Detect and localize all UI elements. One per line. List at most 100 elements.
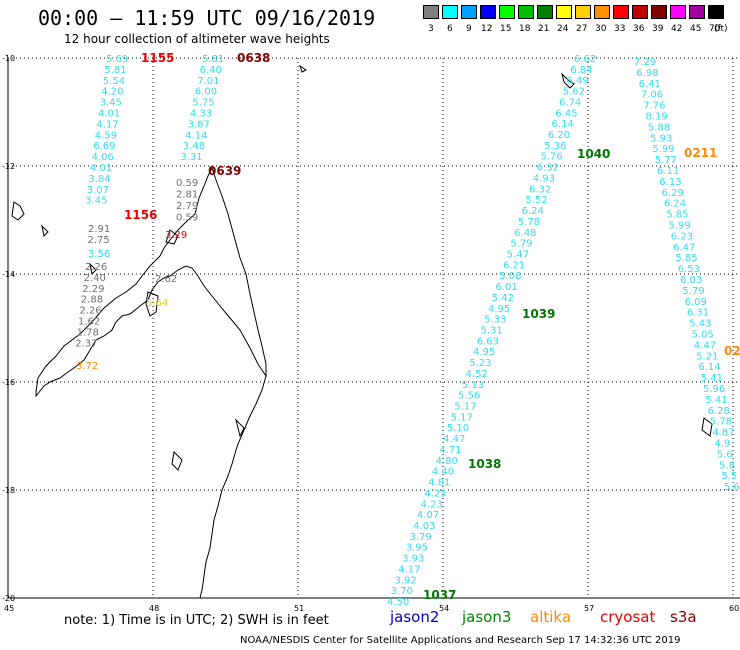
wave-height-value: 4.25 xyxy=(424,488,446,499)
wave-height-value: 5.6 xyxy=(717,449,733,460)
wave-height-value: 5.81 xyxy=(202,54,224,65)
wave-height-value: 5.93 xyxy=(650,133,672,144)
legend-label: 3 xyxy=(428,24,434,34)
wave-height-value: 4.47 xyxy=(443,434,465,445)
pass-time-label: 0211 xyxy=(684,146,717,160)
credit-line: NOAA/NESDIS Center for Satellite Applica… xyxy=(240,635,681,646)
wave-height-value: 5.99 xyxy=(669,221,691,232)
wave-height-value: 6.24 xyxy=(522,206,544,217)
legend-label: 6 xyxy=(447,24,453,34)
wave-height-value: 2.79 xyxy=(176,201,198,212)
wave-height-value: 5.76 xyxy=(540,152,562,163)
legend-label: 36 xyxy=(633,24,645,34)
wave-height-value: 3.31 xyxy=(180,152,202,163)
wave-height-value: 5.62 xyxy=(563,87,585,98)
wave-height-value: 5.88 xyxy=(648,122,670,133)
wave-height-value: 5.77 xyxy=(655,155,677,166)
wave-height-value: 7.76 xyxy=(643,101,665,112)
wave-height-value: 5.43 xyxy=(689,319,711,330)
legend-swatch xyxy=(594,5,610,19)
pass-time-label: 0639 xyxy=(208,164,241,178)
wave-height-value: 5.05 xyxy=(692,330,714,341)
wave-height-value: 3.92 xyxy=(394,575,416,586)
wave-height-value: 5.56 xyxy=(458,391,480,402)
wave-height-value: 2.91 xyxy=(88,224,110,235)
legend-swatch xyxy=(689,5,705,19)
wave-height-value: 6.21 xyxy=(503,260,525,271)
wave-height-value: 4.01 xyxy=(98,109,120,120)
wave-height-value: 5.79 xyxy=(510,239,532,250)
wave-height-value: 4.07 xyxy=(417,510,439,521)
wave-height-value: 5.54 xyxy=(103,76,125,87)
wave-height-tracks: 5.695.815.544.203.454.014.174.596.694.06… xyxy=(75,54,739,608)
satellite-jason3: jason3 xyxy=(462,608,512,626)
latitude-label: -12 xyxy=(2,162,15,171)
wave-height-value: 2.75 xyxy=(88,235,110,246)
legend-label: 30 xyxy=(595,24,607,34)
wave-height-value: 4.01 xyxy=(90,163,112,174)
pass-time-label: 1038 xyxy=(468,457,501,471)
longitude-label: 54 xyxy=(439,604,449,613)
wave-height-value: 4.59 xyxy=(95,130,117,141)
wave-height-value: 6.49 xyxy=(567,76,589,87)
wave-height-value: 5.36 xyxy=(544,141,566,152)
wave-height-value: 6.31 xyxy=(687,308,709,319)
wave-height-value: 5.10 xyxy=(447,423,469,434)
wave-height-value: 5.52 xyxy=(525,195,547,206)
wave-height-value: 4.95 xyxy=(488,304,510,315)
wave-height-value: 5.6 xyxy=(724,482,740,493)
wave-height-value: 4.17 xyxy=(96,119,118,130)
pass-time-label: 1156 xyxy=(124,208,157,222)
longitude-label: 48 xyxy=(149,604,159,613)
wave-height-value: 4.20 xyxy=(101,87,123,98)
wave-height-value: 5.99 xyxy=(652,144,674,155)
wave-height-value: 6.28 xyxy=(708,406,730,417)
wave-height-value: 3.70 xyxy=(391,586,413,597)
wave-height-value: 3.45 xyxy=(100,98,122,109)
pass-time-label: 02 xyxy=(724,344,740,358)
latitude-label: -10 xyxy=(2,54,15,63)
wave-height-value: 5.41 xyxy=(701,373,723,384)
wave-height-value: 4.06 xyxy=(92,152,114,163)
wave-height-value: 6.24 xyxy=(664,199,686,210)
latitude-label: -20 xyxy=(2,594,15,603)
wave-height-value: 5.69 xyxy=(106,54,128,65)
longitude-label: 51 xyxy=(294,604,304,613)
wave-height-value: 4.17 xyxy=(398,564,420,575)
pass-time-label: 1039 xyxy=(522,307,555,321)
wave-height-value: 4.52 xyxy=(466,369,488,380)
wave-height-value: 5.47 xyxy=(507,249,529,260)
wave-height-value: 5.08 xyxy=(499,271,521,282)
wave-height-value: 6.13 xyxy=(659,177,681,188)
legend-swatch xyxy=(461,5,477,19)
wave-height-value: 4.87 xyxy=(712,428,734,439)
wave-height-value: 6.69 xyxy=(93,141,115,152)
wave-height-value: 2.62 xyxy=(155,274,177,285)
satellite-altika: altika xyxy=(530,608,572,626)
wave-height-value: 3.87 xyxy=(188,119,210,130)
legend-swatch xyxy=(480,5,496,19)
pass-time-label: 0638 xyxy=(237,51,270,65)
legend-swatch xyxy=(499,5,515,19)
legend-swatch xyxy=(651,5,667,19)
longitude-label: 45 xyxy=(4,604,14,613)
wave-height-value: 5.17 xyxy=(454,402,476,413)
wave-height-value: 4.81 xyxy=(428,478,450,489)
wave-height-value: 5.33 xyxy=(484,315,506,326)
pass-time-label: 1040 xyxy=(577,147,610,161)
wave-height-value: 3.93 xyxy=(402,554,424,565)
wave-height-value: 6.47 xyxy=(673,242,695,253)
latitude-label: -16 xyxy=(2,378,15,387)
wave-height-value: 3.48 xyxy=(183,141,205,152)
wave-height-value: 6.32 xyxy=(529,184,551,195)
wave-height-value: 6.14 xyxy=(552,119,574,130)
satellite-s3a: s3a xyxy=(670,608,697,626)
wave-height-value: 5.85 xyxy=(666,210,688,221)
wave-height-value: 5.79 xyxy=(682,286,704,297)
legend-label: 33 xyxy=(614,24,626,34)
wave-height-value: 6.62 xyxy=(574,54,596,65)
wave-height-value: 6.11 xyxy=(657,166,679,177)
wave-height-value: 0.59 xyxy=(176,213,198,224)
wave-height-value: 0.59 xyxy=(176,178,198,189)
